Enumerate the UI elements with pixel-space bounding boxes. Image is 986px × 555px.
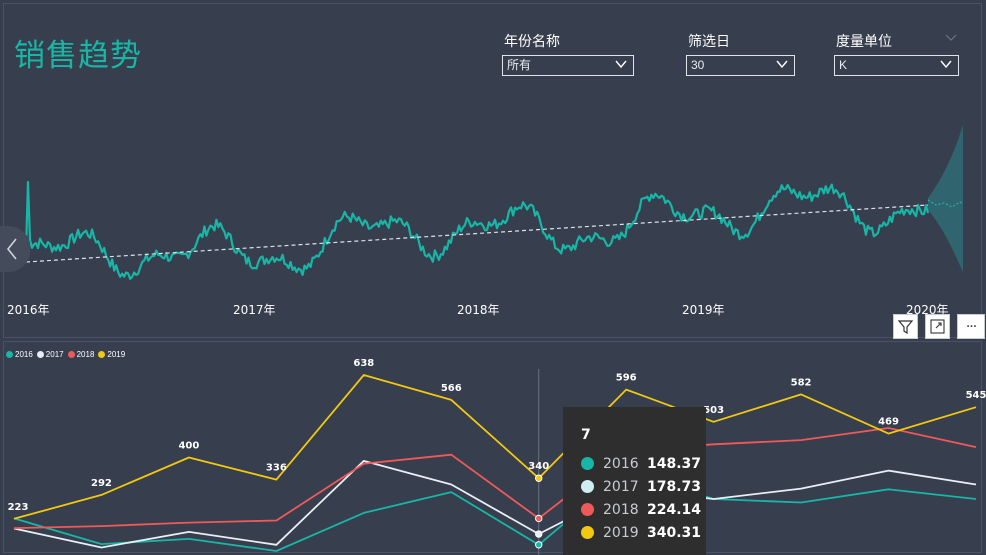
series-dot-icon xyxy=(581,526,594,539)
series-dot-icon xyxy=(581,480,594,493)
tooltip-row: 2017 178.73 xyxy=(581,475,706,498)
focus-mode-button[interactable] xyxy=(925,314,950,339)
data-label: 469 xyxy=(878,417,899,428)
trendline xyxy=(25,204,929,263)
hover-marker-2018 xyxy=(535,514,543,523)
x-tick-label: 2016年 xyxy=(7,303,50,317)
sales-trend-chart[interactable] xyxy=(0,0,986,340)
legend-item-2017[interactable]: 2017 xyxy=(36,348,64,360)
tooltip-value: 178.73 xyxy=(647,478,702,495)
series-line-2018[interactable] xyxy=(13,427,977,529)
legend-item-2016[interactable]: 2016 xyxy=(6,348,33,360)
data-label: 340 xyxy=(528,461,549,472)
tooltip-row: 2018 224.14 xyxy=(581,498,706,521)
tooltip-year: 2017 xyxy=(603,478,639,495)
series-line-2017[interactable] xyxy=(13,460,977,549)
slicer-unit-value: K xyxy=(839,58,848,72)
series-line-2016[interactable] xyxy=(13,470,977,552)
filter-icon xyxy=(897,320,914,335)
hover-marker-2019 xyxy=(535,474,543,482)
slicer-unit-dropdown[interactable]: K xyxy=(834,55,959,76)
forecast-line xyxy=(927,199,964,208)
legend-label: 2016 xyxy=(15,349,33,359)
x-tick-label: 2020年 xyxy=(906,303,949,317)
legend-dot-icon xyxy=(6,350,13,358)
chevron-down-icon[interactable] xyxy=(944,33,958,43)
data-label: 638 xyxy=(353,358,374,369)
tooltip-year: 2016 xyxy=(603,455,639,472)
legend-dot-icon xyxy=(67,350,75,358)
tooltip-row: 2019 340.31 xyxy=(581,521,706,544)
more-options-button[interactable]: ··· xyxy=(957,314,985,339)
slicer-year-label: 年份名称 xyxy=(504,34,560,50)
data-label: 400 xyxy=(178,440,199,451)
monthly-line-chart[interactable]: 223 292 400 336 638 566 340 596 503 582 469 545 xyxy=(0,341,986,555)
x-tick-label: 2017年 xyxy=(233,303,276,317)
tooltip-value: 148.37 xyxy=(647,455,702,472)
data-label: 336 xyxy=(266,463,287,474)
data-label: 596 xyxy=(616,373,637,384)
x-tick-label: 2018年 xyxy=(457,303,500,317)
slicer-unit-label: 度量单位 xyxy=(836,34,892,50)
tooltip-value: 340.31 xyxy=(647,524,702,541)
chevron-down-icon xyxy=(776,60,788,69)
series-dot-icon xyxy=(581,457,594,470)
slicer-year-dropdown[interactable]: 所有 xyxy=(502,55,634,76)
more-options-icon: ··· xyxy=(965,318,977,335)
filter-button[interactable] xyxy=(893,314,918,339)
data-label: 223 xyxy=(8,502,29,513)
focus-mode-icon xyxy=(930,319,945,334)
sales-trend-visual xyxy=(3,3,982,338)
data-label: 503 xyxy=(703,405,724,416)
series-dot-icon xyxy=(581,503,594,516)
tooltip-header: 7 xyxy=(581,427,591,443)
page-title: 销售趋势 xyxy=(14,38,142,74)
chevron-left-icon[interactable] xyxy=(0,226,30,272)
tooltip-value: 224.14 xyxy=(647,501,702,518)
tooltip-row: 2016 148.37 xyxy=(581,452,706,475)
tooltip-year: 2019 xyxy=(603,524,639,541)
legend-label: 2018 xyxy=(76,349,95,359)
slicer-year-value: 所有 xyxy=(507,58,532,72)
legend-dot-icon xyxy=(98,350,106,358)
legend-label: 2017 xyxy=(45,349,64,359)
slicer-filter-day-dropdown[interactable]: 30 xyxy=(686,55,795,76)
legend: 2016 2017 2018 2019 xyxy=(6,348,125,360)
legend-label: 2019 xyxy=(107,349,126,359)
data-label: 582 xyxy=(791,377,812,388)
x-tick-label: 2019年 xyxy=(682,303,725,317)
legend-item-2018[interactable]: 2018 xyxy=(67,348,95,360)
chevron-down-icon xyxy=(940,60,952,69)
chart-tooltip: 7 2016 148.37 2017 178.73 2018 224.14 20… xyxy=(563,407,706,555)
hover-marker-2017 xyxy=(535,530,543,538)
forecast-band xyxy=(928,125,963,272)
legend-dot-icon xyxy=(36,350,44,358)
data-label: 566 xyxy=(441,383,462,394)
slicer-filter-day-value: 30 xyxy=(691,58,705,72)
slicer-filter-day-label: 筛选日 xyxy=(688,34,730,50)
hover-marker-2016 xyxy=(535,541,543,549)
series-line-2019[interactable] xyxy=(13,374,977,520)
legend-item-2019[interactable]: 2019 xyxy=(98,348,125,360)
tooltip-year: 2018 xyxy=(603,501,639,518)
chevron-down-icon xyxy=(615,60,627,69)
sales-trend-line xyxy=(24,180,930,280)
data-label: 545 xyxy=(966,390,986,401)
data-label: 292 xyxy=(91,478,112,489)
